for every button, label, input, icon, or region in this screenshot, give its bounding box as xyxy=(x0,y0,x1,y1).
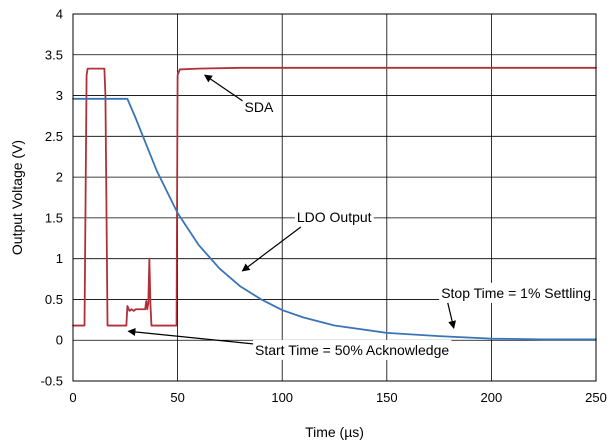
y-tick-label: 1.5 xyxy=(45,210,63,225)
y-tick-label: 0 xyxy=(56,333,63,348)
annotation-background xyxy=(294,206,374,227)
y-tick-label: 2 xyxy=(56,170,63,185)
y-tick-label: 1 xyxy=(56,251,63,266)
plot-frame xyxy=(72,13,597,382)
annotation-label: SDA xyxy=(245,99,274,115)
y-tick-label: 4 xyxy=(56,7,63,22)
annotation-background xyxy=(242,96,276,117)
x-tick-label: 200 xyxy=(481,390,503,405)
annotation-background xyxy=(253,339,452,360)
annotation-label: Start Time = 50% Acknowledge xyxy=(255,342,449,358)
x-axis-title: Time (µs) xyxy=(305,424,364,440)
x-tick-label: 50 xyxy=(170,390,184,405)
series-line-ldo-output xyxy=(72,97,597,341)
y-tick-label: 0.5 xyxy=(45,292,63,307)
x-tick-label: 0 xyxy=(69,390,76,405)
x-tick-label: 250 xyxy=(585,390,607,405)
annotation-arrow xyxy=(447,302,457,329)
tick-labels: -0.5 0 0.5 1 1.5 2 2.5 3 3.5 4 0 50 100 150 200 250 xyxy=(41,7,607,406)
x-tick-label: 100 xyxy=(271,390,293,405)
annotation-label: LDO Output xyxy=(297,209,372,225)
series-line-sda xyxy=(72,66,597,327)
x-tick-label: 150 xyxy=(376,390,398,405)
y-tick-label: 3 xyxy=(56,88,63,103)
annotation-arrow xyxy=(127,327,254,345)
y-tick-label: 2.5 xyxy=(45,129,63,144)
annotations: SDA LDO Output Stop Time = 1% Settling Star… xyxy=(127,74,594,360)
annotation-arrow xyxy=(203,74,243,102)
y-axis-title: Output Voltage (V) xyxy=(9,140,25,255)
annotation-label: Stop Time = 1% Settling xyxy=(441,285,591,301)
series-group xyxy=(72,66,597,341)
y-tick-label: 3.5 xyxy=(45,47,63,62)
annotation-arrow xyxy=(241,226,302,272)
annotation-background xyxy=(439,282,594,303)
y-tick-label: -0.5 xyxy=(41,374,63,389)
